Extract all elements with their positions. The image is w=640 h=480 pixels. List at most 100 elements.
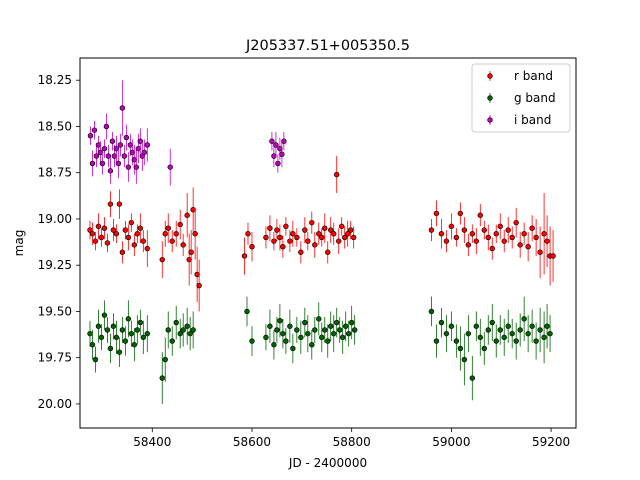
g-band-point bbox=[287, 323, 293, 329]
g-band-point bbox=[110, 323, 117, 329]
g-band-point bbox=[309, 342, 315, 348]
i-band-point bbox=[273, 142, 279, 148]
r-band-point bbox=[192, 231, 198, 237]
g-band-point bbox=[443, 330, 450, 337]
i-band-point bbox=[271, 153, 277, 159]
i-band-point bbox=[133, 164, 140, 170]
i-band-point bbox=[103, 123, 110, 130]
r-band-point bbox=[287, 238, 293, 244]
r-band-point bbox=[119, 249, 126, 255]
x-tick-label: 59200 bbox=[532, 435, 570, 449]
i-band-point bbox=[99, 160, 106, 167]
i-band-point bbox=[119, 105, 126, 111]
i-band-point bbox=[125, 164, 132, 170]
r-band-point bbox=[245, 231, 251, 237]
y-tick-label: 20.00 bbox=[38, 397, 72, 411]
r-band-point bbox=[513, 219, 519, 226]
r-band-point bbox=[131, 242, 138, 248]
r-band-point bbox=[521, 231, 527, 237]
legend: r band g band i band bbox=[471, 63, 571, 133]
r-band-point bbox=[190, 207, 196, 213]
g-band-point bbox=[101, 312, 108, 318]
g-band-point bbox=[128, 330, 135, 337]
r-band-point bbox=[453, 234, 460, 241]
r-band-point bbox=[98, 234, 105, 241]
r-band-point bbox=[544, 238, 550, 244]
g-band-point bbox=[337, 327, 343, 333]
i-band-point bbox=[113, 145, 120, 152]
y-tick-label: 18.75 bbox=[38, 166, 72, 180]
g-band-point bbox=[159, 375, 165, 381]
r-band-point bbox=[469, 231, 476, 237]
g-band-point bbox=[125, 316, 132, 322]
r-band-point bbox=[325, 249, 331, 255]
i-band-point bbox=[131, 157, 138, 163]
g-band-point bbox=[134, 327, 141, 333]
g-band-point bbox=[122, 338, 129, 344]
g-band-point bbox=[438, 319, 445, 326]
r-band-point bbox=[277, 234, 283, 241]
i-band-point bbox=[269, 138, 275, 144]
i-band-point bbox=[101, 145, 108, 152]
r-band-point bbox=[140, 238, 147, 244]
y-tick-label: 19.50 bbox=[38, 304, 72, 318]
g-band-point bbox=[453, 338, 460, 344]
y-axis-label: mag bbox=[12, 230, 26, 257]
g-band-point bbox=[180, 327, 186, 333]
r-band-point bbox=[263, 234, 269, 241]
r-band-point bbox=[485, 234, 491, 241]
i-band-point bbox=[281, 138, 287, 144]
r-band-point bbox=[433, 210, 440, 217]
r-band-point bbox=[344, 231, 351, 237]
r-band-point bbox=[134, 231, 141, 237]
g-band-point bbox=[316, 316, 322, 322]
g-band-point bbox=[342, 323, 349, 329]
i-band-point bbox=[105, 153, 112, 159]
r-band-point bbox=[95, 223, 102, 230]
y-tick-label: 19.25 bbox=[38, 258, 72, 272]
g-band-point bbox=[116, 349, 123, 355]
g-band-point bbox=[131, 342, 138, 348]
r-band-point bbox=[322, 225, 328, 231]
r-band-point bbox=[350, 234, 357, 241]
g-band-point bbox=[428, 308, 435, 315]
g-band-point bbox=[169, 338, 175, 344]
legend-item-r-band: r band bbox=[487, 69, 553, 83]
g-band-point bbox=[513, 338, 519, 344]
r-band-point bbox=[271, 238, 277, 244]
i-band-point bbox=[279, 151, 285, 157]
g-band-point bbox=[517, 327, 523, 333]
g-band-point bbox=[113, 334, 120, 341]
g-band-point bbox=[533, 338, 539, 344]
r-band-point bbox=[473, 238, 480, 244]
g-band-point bbox=[302, 319, 308, 326]
i-band-point bbox=[141, 149, 148, 156]
g-band-point bbox=[165, 327, 171, 333]
i-band-point bbox=[117, 142, 124, 148]
r-band-point bbox=[92, 238, 99, 244]
g-band-point bbox=[137, 319, 144, 326]
i-band-point bbox=[277, 145, 283, 152]
r-band-point bbox=[481, 227, 487, 233]
g-band-point bbox=[509, 330, 515, 337]
g-band-point bbox=[119, 327, 126, 333]
g-band-point bbox=[144, 330, 150, 337]
g-band-point bbox=[322, 327, 328, 333]
r-band-point bbox=[448, 223, 455, 230]
g-band-point bbox=[505, 323, 511, 329]
i-band-point bbox=[109, 138, 116, 144]
g-band-point bbox=[140, 334, 147, 341]
r-band-point bbox=[305, 238, 311, 244]
g-band-point bbox=[457, 345, 464, 352]
r-band-point bbox=[180, 242, 186, 248]
i-band-point bbox=[129, 149, 136, 156]
r-band-point bbox=[302, 227, 308, 233]
r-band-point bbox=[290, 231, 296, 237]
chart-title: J205337.51+005350.5 bbox=[245, 38, 410, 54]
i-band-point bbox=[97, 149, 104, 156]
i-band-point bbox=[91, 127, 98, 133]
g-band-point bbox=[305, 330, 311, 337]
r-band-point bbox=[267, 225, 273, 231]
g-band-point bbox=[267, 323, 273, 329]
legend-label-i-band: i band bbox=[514, 113, 551, 127]
